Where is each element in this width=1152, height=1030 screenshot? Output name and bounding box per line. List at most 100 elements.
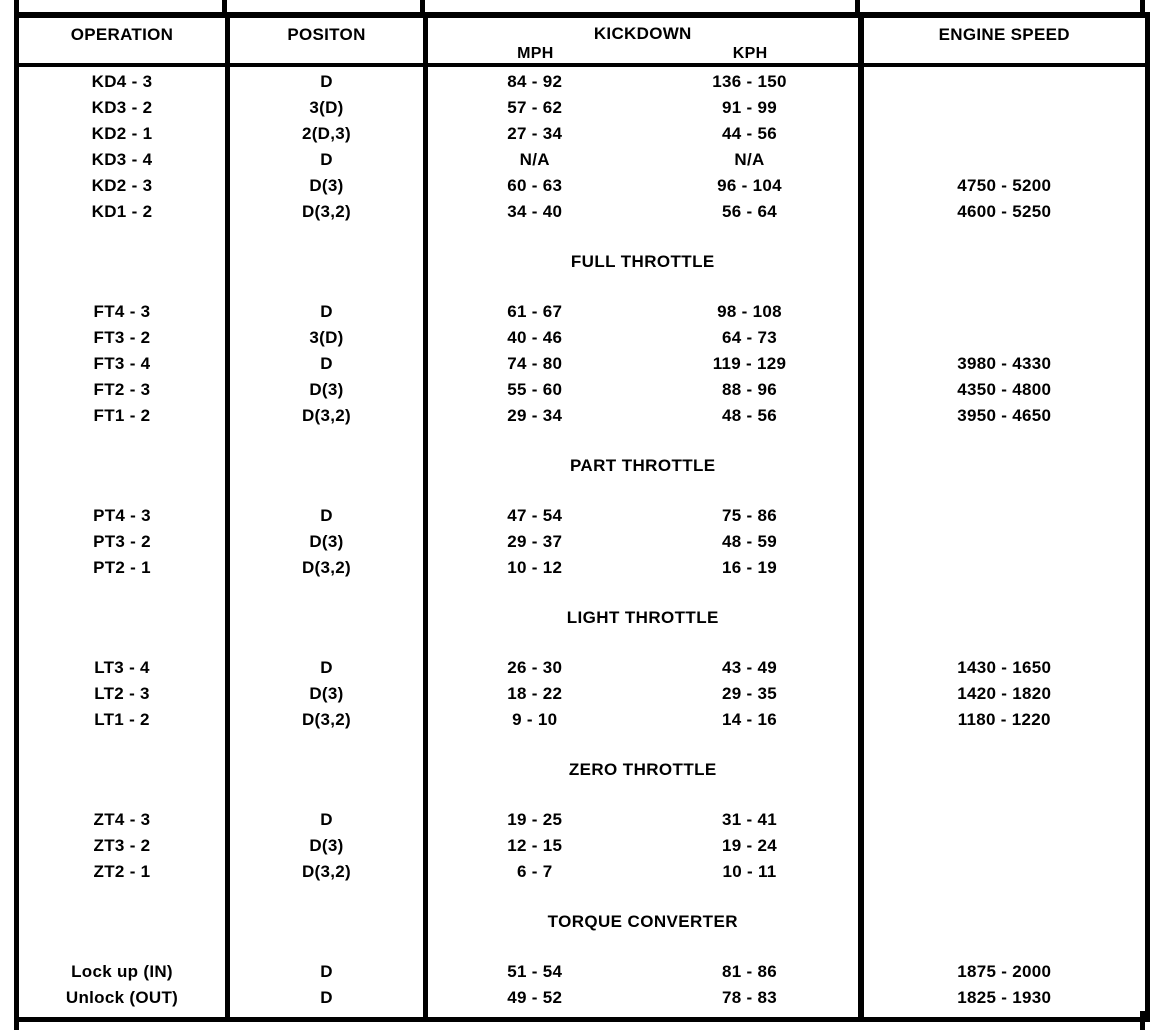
cell-engine-speed [861, 909, 1148, 935]
cell-position: D(3,2) [227, 707, 428, 733]
cell-operation: PT2 - 1 [16, 555, 230, 581]
cell-kph: 136 - 150 [641, 69, 864, 95]
section-title: ZERO THROTTLE [425, 757, 864, 783]
table-continuation-stub [1140, 0, 1145, 13]
cell-position: D(3) [227, 681, 428, 707]
cell-mph: 12 - 15 [507, 836, 563, 855]
table-row: LT2 - 3 D(3) 18 - 22 29 - 35 1420 - 1820 [16, 681, 1148, 707]
cell-operation [16, 757, 230, 783]
cell-operation: KD3 - 2 [16, 95, 230, 121]
table-row: KD2 - 1 2(D,3) 27 - 34 44 - 56 [16, 121, 1148, 147]
cell-position: D(3) [227, 529, 428, 555]
cell-position: D(3,2) [227, 859, 428, 885]
table-row: Unlock (OUT) D 49 - 52 78 - 83 1825 - 1930 [16, 985, 1148, 1011]
cell-operation: KD2 - 3 [16, 173, 230, 199]
cell-position: D [227, 351, 428, 377]
cell-operation: FT1 - 2 [16, 403, 230, 429]
section-header-row: PART THROTTLE [16, 453, 1148, 479]
table-body: KD4 - 3 D 84 - 92 136 - 150 KD3 - 2 3(D) 57 - … [16, 65, 1148, 1019]
cell-position [227, 757, 428, 783]
cell-engine-speed [861, 503, 1148, 529]
table-row: LT1 - 2 D(3,2) 9 - 10 14 - 16 1180 - 1220 [16, 707, 1148, 733]
col-header-kph: KPH [732, 45, 768, 62]
section-header-row: TORQUE CONVERTER [16, 909, 1148, 935]
cell-position: 3(D) [227, 95, 428, 121]
spacer-row [16, 935, 1148, 959]
cell-mph: 9 - 10 [512, 710, 558, 729]
cell-engine-speed: 1180 - 1220 [957, 710, 1051, 729]
spacer-cell [227, 631, 428, 655]
cell-mph: 19 - 25 [507, 810, 563, 829]
spacer-cell [861, 225, 1148, 249]
spacer-cell [227, 581, 428, 605]
spacer-cell [16, 733, 230, 757]
spacer-cell [16, 935, 230, 959]
spacer-cell [16, 479, 230, 503]
col-header-engine-speed-label: ENGINE SPEED [938, 25, 1070, 44]
spacer-cell [861, 479, 1148, 503]
cell-operation: PT4 - 3 [16, 503, 230, 529]
cell-kph: 43 - 49 [641, 655, 864, 681]
cell-engine-speed: 4600 - 5250 [957, 202, 1052, 221]
kickdown-subheaders: MPH KPH [428, 45, 855, 62]
header-row: OPERATION POSITON KICKDOWN MPH KPH ENGIN… [16, 15, 1148, 67]
section-header-row: FULL THROTTLE [16, 249, 1148, 275]
table-row: KD3 - 2 3(D) 57 - 62 91 - 99 [16, 95, 1148, 121]
spacer-row [16, 581, 1148, 605]
cell-mph: 27 - 34 [507, 124, 563, 143]
cell-mph: 84 - 92 [507, 72, 563, 91]
spacer-cell [425, 429, 864, 453]
cell-operation: KD4 - 3 [16, 69, 230, 95]
spacer-cell [16, 65, 230, 69]
spacer-cell [227, 783, 428, 807]
table-row: KD4 - 3 D 84 - 92 136 - 150 [16, 69, 1148, 95]
spacer-cell [16, 631, 230, 655]
cell-engine-speed [861, 605, 1148, 631]
table-continuation-stub [420, 0, 425, 13]
table-row: PT3 - 2 D(3) 29 - 37 48 - 59 [16, 529, 1148, 555]
spacer-cell [425, 1011, 864, 1019]
table-row: FT2 - 3 D(3) 55 - 60 88 - 96 4350 - 4800 [16, 377, 1148, 403]
cell-position: D [227, 655, 428, 681]
col-header-operation: OPERATION [16, 15, 230, 67]
spacer-cell [425, 479, 864, 503]
section-header-row: ZERO THROTTLE [16, 757, 1148, 783]
cell-position: D [227, 147, 428, 173]
cell-mph: 18 - 22 [507, 684, 563, 703]
cell-kph: 81 - 86 [641, 959, 864, 985]
cell-position [227, 909, 428, 935]
spacer-cell [227, 1011, 428, 1019]
cell-engine-speed: 3980 - 4330 [957, 354, 1052, 373]
cell-engine-speed [861, 325, 1148, 351]
cell-kph: 14 - 16 [641, 707, 864, 733]
cell-position: D(3) [227, 833, 428, 859]
cell-engine-speed: 1420 - 1820 [957, 684, 1052, 703]
cell-position: D(3) [227, 173, 428, 199]
cell-mph: 55 - 60 [507, 380, 563, 399]
spacer-cell [227, 935, 428, 959]
spacer-row [16, 479, 1148, 503]
cell-operation: Unlock (OUT) [16, 985, 230, 1011]
cell-engine-speed: 3950 - 4650 [957, 406, 1052, 425]
section-title: PART THROTTLE [425, 453, 864, 479]
table-row: ZT2 - 1 D(3,2) 6 - 7 10 - 11 [16, 859, 1148, 885]
cell-engine-speed [861, 147, 1148, 173]
shift-speed-table: OPERATION POSITON KICKDOWN MPH KPH ENGIN… [14, 12, 1150, 1022]
table-row: FT4 - 3 D 61 - 67 98 - 108 [16, 299, 1148, 325]
col-header-kickdown: KICKDOWN MPH KPH [425, 15, 864, 67]
cell-kph: 56 - 64 [641, 199, 864, 225]
spacer-cell [425, 581, 864, 605]
spacer-cell [227, 479, 428, 503]
spacer-cell [425, 275, 864, 299]
cell-engine-speed [861, 249, 1148, 275]
cell-engine-speed [861, 453, 1148, 479]
cell-engine-speed [861, 69, 1148, 95]
cell-engine-speed [861, 529, 1148, 555]
spacer-cell [227, 65, 428, 69]
spacer-cell [861, 275, 1148, 299]
spacer-cell [861, 885, 1148, 909]
cell-position: D [227, 69, 428, 95]
cell-engine-speed [861, 121, 1148, 147]
col-header-position: POSITON [227, 15, 428, 67]
